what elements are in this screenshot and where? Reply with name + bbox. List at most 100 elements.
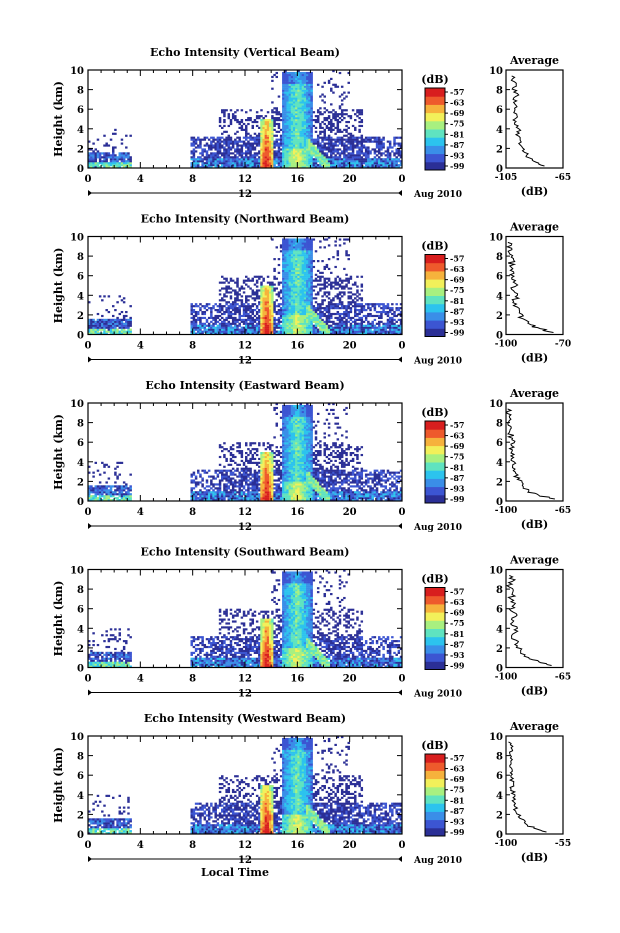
- heatmap-cell: [276, 311, 278, 313]
- heatmap-cell: [97, 325, 99, 327]
- heatmap-cell: [238, 141, 240, 143]
- heatmap-cell: [258, 301, 260, 303]
- heatmap-cell: [280, 325, 282, 327]
- heatmap-cell: [363, 325, 365, 327]
- heatmap-cell: [308, 250, 310, 252]
- heatmap-cell: [110, 327, 112, 329]
- heatmap-cell: [206, 143, 208, 145]
- heatmap-cell: [267, 323, 269, 325]
- heatmap-cell: [199, 321, 201, 323]
- heatmap-cell: [280, 152, 282, 154]
- heatmap-cell: [332, 146, 334, 148]
- heatmap-cell: [293, 143, 295, 145]
- heatmap-cell: [385, 154, 387, 156]
- heatmap-cell: [92, 160, 94, 162]
- heatmap-cell: [347, 127, 349, 129]
- heatmap-cell: [387, 158, 389, 160]
- heatmap-cell: [330, 307, 332, 309]
- heatmap-cell: [289, 125, 291, 127]
- heatmap-cell: [291, 272, 293, 274]
- heatmap-cell: [95, 497, 97, 499]
- heatmap-cell: [282, 135, 284, 137]
- heatmap-cell: [225, 143, 227, 145]
- heatmap-cell: [103, 164, 105, 166]
- heatmap-cell: [267, 150, 269, 152]
- heatmap-cell: [306, 321, 308, 323]
- heatmap-cell: [291, 101, 293, 103]
- heatmap-cell: [363, 144, 365, 146]
- heatmap-cell: [302, 160, 304, 162]
- heatmap-cell: [286, 121, 288, 123]
- heatmap-cell: [319, 284, 321, 286]
- heatmap-cell: [304, 246, 306, 248]
- heatmap-cell: [306, 99, 308, 101]
- heatmap-cell: [247, 280, 249, 282]
- heatmap-cell: [230, 160, 232, 162]
- heatmap-cell: [221, 313, 223, 315]
- heatmap-cell: [361, 137, 363, 139]
- heatmap-cell: [284, 84, 286, 86]
- heatmap-cell: [236, 295, 238, 297]
- heatmap-cell: [258, 160, 260, 162]
- heatmap-cell: [108, 485, 110, 487]
- heatmap-cell: [356, 303, 358, 305]
- heatmap-cell: [256, 293, 258, 295]
- heatmap-cell: [291, 84, 293, 86]
- heatmap-cell: [328, 141, 330, 143]
- heatmap-cell: [262, 133, 264, 135]
- heatmap-cell: [352, 293, 354, 295]
- heatmap-cell: [343, 164, 345, 166]
- heatmap-cell: [300, 150, 302, 152]
- heatmap-cell: [306, 250, 308, 252]
- heatmap-cell: [267, 141, 269, 143]
- heatmap-cell: [306, 94, 308, 96]
- heatmap-cell: [289, 242, 291, 244]
- heatmap-cell: [284, 80, 286, 82]
- heatmap-cell: [110, 325, 112, 327]
- heatmap-cell: [330, 154, 332, 156]
- heatmap-cell: [334, 148, 336, 150]
- heatmap-cell: [308, 125, 310, 127]
- heatmap-cell: [123, 158, 125, 160]
- heatmap-cell: [295, 286, 297, 288]
- heatmap-cell: [241, 129, 243, 131]
- heatmap-cell: [356, 109, 358, 111]
- heatmap-cell: [326, 319, 328, 321]
- heatmap-cell: [295, 80, 297, 82]
- heatmap-cell: [361, 286, 363, 288]
- heatmap-cell: [354, 158, 356, 160]
- heatmap-cell: [371, 137, 373, 139]
- heatmap-cell: [321, 154, 323, 156]
- heatmap-cell: [241, 301, 243, 303]
- heatmap-cell: [321, 299, 323, 301]
- heatmap-cell: [199, 144, 201, 146]
- heatmap-cell: [297, 299, 299, 301]
- date-span-arrow: [398, 190, 402, 196]
- heatmap-cell: [269, 284, 271, 286]
- heatmap-cell: [116, 487, 118, 489]
- heatmap-cell: [90, 487, 92, 489]
- heatmap-cell: [265, 291, 267, 293]
- heatmap-cell: [389, 141, 391, 143]
- heatmap-cell: [112, 158, 114, 160]
- heatmap-cell: [291, 137, 293, 139]
- heatmap-cell: [297, 82, 299, 84]
- heatmap-cell: [97, 313, 99, 315]
- heatmap-cell: [350, 117, 352, 119]
- heatmap-cell: [297, 115, 299, 117]
- colorbar-tick-label: -99: [450, 328, 465, 338]
- heatmap-cell: [374, 305, 376, 307]
- heatmap-cell: [324, 117, 326, 119]
- heatmap-cell: [256, 144, 258, 146]
- heatmap-cell: [352, 162, 354, 164]
- heatmap-cell: [302, 293, 304, 295]
- heatmap-cell: [326, 109, 328, 111]
- heatmap-cell: [356, 327, 358, 329]
- heatmap-cell: [304, 289, 306, 291]
- heatmap-cell: [300, 97, 302, 99]
- heatmap-cell: [306, 323, 308, 325]
- heatmap-cell: [108, 164, 110, 166]
- heatmap-cell: [289, 95, 291, 97]
- heatmap-cell: [306, 92, 308, 94]
- heatmap-cell: [97, 150, 99, 152]
